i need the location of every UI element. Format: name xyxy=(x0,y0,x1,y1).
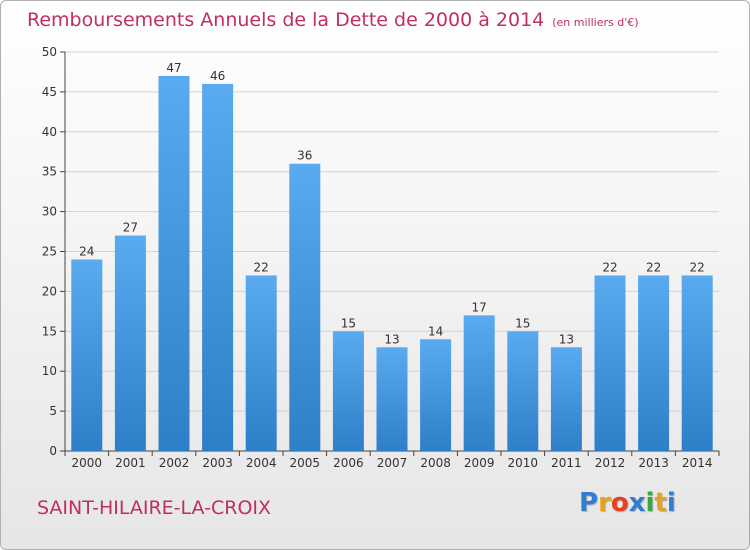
chart-subtitle: (en milliers d'€) xyxy=(552,16,639,29)
bar-value-label-2000: 24 xyxy=(79,244,94,258)
bar-2006 xyxy=(332,331,364,451)
bar-value-label-2012: 22 xyxy=(602,260,617,274)
x-tick-label-2010: 2010 xyxy=(508,456,539,470)
bar-value-label-2007: 13 xyxy=(384,332,399,346)
logo-letter-6: i xyxy=(666,488,676,518)
x-tick-label-2014: 2014 xyxy=(682,456,713,470)
proxiti-logo: Proxiti xyxy=(579,488,689,528)
bar-value-label-2004: 22 xyxy=(254,260,269,274)
y-tick-label-6: 30 xyxy=(42,205,57,219)
bar-value-label-2010: 15 xyxy=(515,316,530,330)
y-tick-label-4: 20 xyxy=(42,284,57,298)
bar-2011 xyxy=(550,347,582,451)
bar-2005 xyxy=(289,163,321,451)
bar-value-label-2014: 22 xyxy=(690,260,705,274)
bar-value-label-2006: 15 xyxy=(341,316,356,330)
bar-value-label-2008: 14 xyxy=(428,324,443,338)
bar-value-label-2001: 27 xyxy=(123,221,138,235)
x-tick-label-2007: 2007 xyxy=(377,456,408,470)
bar-2014 xyxy=(681,275,713,451)
bar-2001 xyxy=(114,235,146,451)
commune-name: SAINT-HILAIRE-LA-CROIX xyxy=(37,497,272,519)
y-tick-label-7: 35 xyxy=(42,165,57,179)
y-tick-label-10: 50 xyxy=(42,45,57,59)
bar-value-label-2003: 46 xyxy=(210,69,225,83)
y-tick-label-8: 40 xyxy=(42,125,57,139)
x-tick-label-2001: 2001 xyxy=(115,456,146,470)
bar-2007 xyxy=(376,347,408,451)
chart-title-text: Remboursements Annuels de la Dette de 20… xyxy=(27,9,545,31)
logo-letter-3: x xyxy=(628,488,646,518)
y-tick-label-9: 45 xyxy=(42,85,57,99)
x-tick-label-2008: 2008 xyxy=(420,456,451,470)
bar-2000 xyxy=(71,259,103,451)
x-tick-label-2002: 2002 xyxy=(159,456,190,470)
x-tick-label-2012: 2012 xyxy=(595,456,626,470)
bar-value-label-2002: 47 xyxy=(166,61,181,75)
bar-2012 xyxy=(594,275,626,451)
y-tick-label-2: 10 xyxy=(42,364,57,378)
bar-value-label-2013: 22 xyxy=(646,260,661,274)
bars xyxy=(71,75,713,452)
logo-letter-1: r xyxy=(598,488,611,518)
x-tick-label-2000: 2000 xyxy=(72,456,103,470)
x-tick-label-2006: 2006 xyxy=(333,456,364,470)
x-tick-label-2013: 2013 xyxy=(638,456,669,470)
bar-2009 xyxy=(463,315,495,451)
x-tick-label-2005: 2005 xyxy=(290,456,321,470)
y-tick-label-0: 0 xyxy=(49,444,57,458)
bar-value-label-2009: 17 xyxy=(472,300,487,314)
bar-2002 xyxy=(158,75,190,451)
y-tick-label-5: 25 xyxy=(42,245,57,259)
chart-title: Remboursements Annuels de la Dette de 20… xyxy=(27,9,639,31)
x-tick-label-2011: 2011 xyxy=(551,456,582,470)
bar-2003 xyxy=(202,83,234,452)
y-tick-label-1: 5 xyxy=(49,404,57,418)
bar-2008 xyxy=(420,339,452,451)
logo-letter-2: o xyxy=(610,488,629,518)
bar-2004 xyxy=(245,275,277,451)
bar-2010 xyxy=(507,331,539,451)
logo-letter-5: t xyxy=(654,488,667,518)
y-tick-label-3: 15 xyxy=(42,324,57,338)
x-tick-label-2004: 2004 xyxy=(246,456,277,470)
bar-2013 xyxy=(638,275,670,451)
bar-value-label-2011: 13 xyxy=(559,332,574,346)
bar-value-label-2005: 36 xyxy=(297,149,312,163)
logo-letter-0: P xyxy=(579,488,599,518)
labels: 0 5 10 15 20 25 30 35 40 45 50 24 2000 27 2001 47 2002 46… xyxy=(42,45,713,470)
x-tick-label-2009: 2009 xyxy=(464,456,495,470)
x-tick-label-2003: 2003 xyxy=(202,456,233,470)
logo-letter-4: i xyxy=(645,488,655,518)
